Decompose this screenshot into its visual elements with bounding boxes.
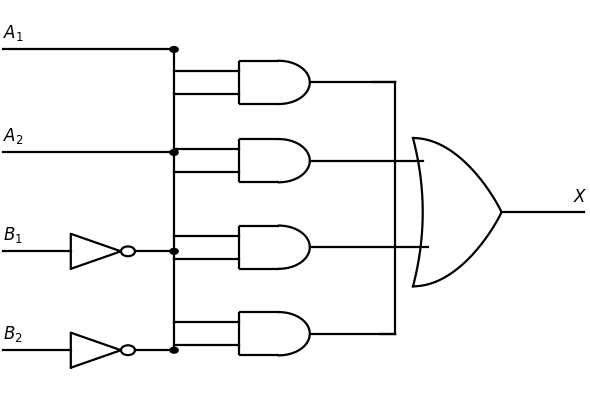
- Text: $X$: $X$: [573, 189, 587, 206]
- Text: $A_1$: $A_1$: [3, 23, 24, 43]
- Circle shape: [170, 150, 178, 155]
- Text: $B_2$: $B_2$: [3, 324, 22, 344]
- Text: $B_1$: $B_1$: [3, 225, 23, 245]
- Circle shape: [170, 347, 178, 353]
- Text: $A_2$: $A_2$: [3, 126, 24, 146]
- Circle shape: [170, 47, 178, 52]
- Circle shape: [170, 248, 178, 254]
